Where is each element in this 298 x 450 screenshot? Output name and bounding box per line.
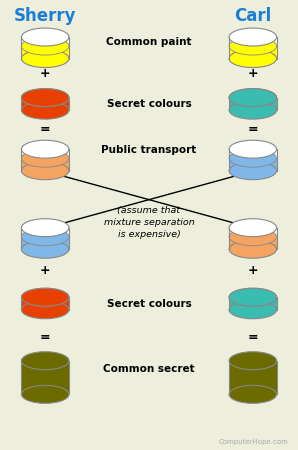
- Polygon shape: [21, 361, 69, 394]
- Ellipse shape: [229, 50, 277, 68]
- Polygon shape: [229, 98, 277, 110]
- Polygon shape: [21, 361, 69, 394]
- Text: Secret colours: Secret colours: [107, 99, 191, 109]
- Ellipse shape: [21, 240, 69, 258]
- Ellipse shape: [21, 352, 69, 370]
- Text: ComputerHope.com: ComputerHope.com: [219, 439, 288, 445]
- Ellipse shape: [21, 162, 69, 180]
- Text: (assume that
mixture separation
is expensive): (assume that mixture separation is expen…: [104, 207, 194, 239]
- Polygon shape: [229, 158, 277, 171]
- Ellipse shape: [229, 288, 277, 306]
- Ellipse shape: [229, 89, 277, 107]
- Ellipse shape: [229, 28, 277, 46]
- Ellipse shape: [229, 101, 277, 119]
- Polygon shape: [21, 46, 69, 58]
- Ellipse shape: [21, 219, 69, 237]
- Ellipse shape: [229, 89, 277, 107]
- Text: Common secret: Common secret: [103, 364, 195, 374]
- Ellipse shape: [21, 140, 69, 158]
- Ellipse shape: [229, 228, 277, 246]
- Text: =: =: [40, 123, 50, 136]
- Ellipse shape: [229, 219, 277, 237]
- Text: Secret colours: Secret colours: [107, 299, 191, 310]
- Ellipse shape: [229, 240, 277, 258]
- Ellipse shape: [229, 162, 277, 180]
- Polygon shape: [21, 98, 69, 110]
- Polygon shape: [229, 297, 277, 310]
- Text: Common paint: Common paint: [106, 37, 192, 47]
- Polygon shape: [21, 297, 69, 310]
- Text: Sherry: Sherry: [14, 7, 76, 25]
- Polygon shape: [21, 98, 69, 110]
- Ellipse shape: [21, 288, 69, 306]
- Polygon shape: [21, 149, 69, 171]
- Polygon shape: [229, 361, 277, 394]
- Ellipse shape: [21, 385, 69, 403]
- Ellipse shape: [21, 28, 69, 46]
- Text: Carl: Carl: [234, 7, 271, 25]
- Polygon shape: [21, 158, 69, 171]
- Polygon shape: [229, 46, 277, 58]
- Polygon shape: [21, 297, 69, 310]
- Polygon shape: [21, 237, 69, 249]
- Ellipse shape: [21, 288, 69, 306]
- Polygon shape: [229, 237, 277, 249]
- Ellipse shape: [229, 149, 277, 167]
- Ellipse shape: [229, 288, 277, 306]
- Text: +: +: [40, 67, 50, 80]
- Text: =: =: [248, 331, 258, 344]
- Ellipse shape: [21, 50, 69, 68]
- Ellipse shape: [229, 140, 277, 158]
- Ellipse shape: [229, 301, 277, 319]
- Ellipse shape: [21, 37, 69, 55]
- Ellipse shape: [21, 89, 69, 107]
- Ellipse shape: [21, 89, 69, 107]
- Polygon shape: [21, 37, 69, 58]
- Text: +: +: [248, 67, 258, 80]
- Ellipse shape: [21, 228, 69, 246]
- Polygon shape: [229, 98, 277, 110]
- Ellipse shape: [229, 385, 277, 403]
- Text: +: +: [40, 264, 50, 277]
- Polygon shape: [229, 228, 277, 249]
- Ellipse shape: [21, 301, 69, 319]
- Polygon shape: [229, 149, 277, 171]
- Polygon shape: [229, 37, 277, 58]
- Polygon shape: [229, 361, 277, 394]
- Polygon shape: [21, 228, 69, 249]
- Ellipse shape: [229, 352, 277, 370]
- Ellipse shape: [21, 101, 69, 119]
- Text: +: +: [248, 264, 258, 277]
- Polygon shape: [229, 297, 277, 310]
- Text: =: =: [248, 123, 258, 136]
- Ellipse shape: [229, 37, 277, 55]
- Ellipse shape: [21, 149, 69, 167]
- Text: =: =: [40, 331, 50, 344]
- Text: Public transport: Public transport: [101, 144, 197, 155]
